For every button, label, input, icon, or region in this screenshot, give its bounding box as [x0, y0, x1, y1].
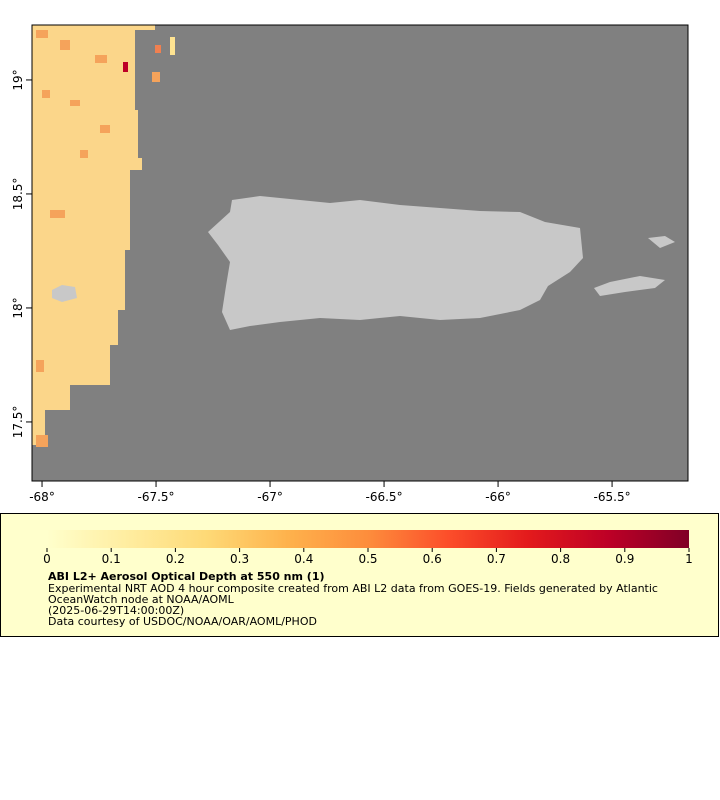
- x-tick-label: -67°: [257, 490, 283, 504]
- aerosol-field: [32, 25, 155, 445]
- colorbar-tick-label: 0.2: [166, 552, 185, 566]
- colorbar-tick-label: 0.7: [487, 552, 506, 566]
- colorbar-tick-label: 0.8: [551, 552, 570, 566]
- caption-line: (2025-06-29T14:00:00Z): [48, 604, 184, 617]
- map-frame: [31, 24, 689, 482]
- y-tick-label: 17.5°: [11, 406, 25, 439]
- y-tick-label: 18.5°: [11, 178, 25, 211]
- colorbar-tick-label: 1: [685, 552, 693, 566]
- x-tick-label: -66.5°: [366, 490, 403, 504]
- aerosol-cells: [36, 30, 175, 447]
- x-tick-label: -68°: [29, 490, 55, 504]
- culebra: [648, 236, 675, 248]
- colorbar-tick-label: 0: [43, 552, 51, 566]
- colorbar-tick-label: 0.3: [230, 552, 249, 566]
- vieques: [594, 276, 665, 296]
- colorbar-tick-label: 0.6: [423, 552, 442, 566]
- y-tick-label: 19°: [11, 69, 25, 90]
- island: [52, 285, 77, 302]
- caption-line: OceanWatch node at NOAA/AOML: [48, 593, 235, 606]
- x-tick-label: -65.5°: [594, 490, 631, 504]
- caption-title: ABI L2+ Aerosol Optical Depth at 550 nm …: [48, 570, 325, 583]
- colorbar-tick-label: 0.5: [358, 552, 377, 566]
- colorbar-tick-label: 0.1: [102, 552, 121, 566]
- colorbar-tick-label: 0.9: [615, 552, 634, 566]
- x-tick-label: -66°: [485, 490, 511, 504]
- caption-line: Data courtesy of USDOC/NOAA/OAR/AOML/PHO…: [48, 615, 317, 628]
- colorbar-tick-label: 0.4: [294, 552, 313, 566]
- puerto-rico: [208, 196, 583, 330]
- y-tick-label: 18°: [11, 297, 25, 318]
- x-tick-label: -67.5°: [138, 490, 175, 504]
- caption-line: Experimental NRT AOD 4 hour composite cr…: [48, 582, 658, 595]
- colorbar: [47, 530, 689, 548]
